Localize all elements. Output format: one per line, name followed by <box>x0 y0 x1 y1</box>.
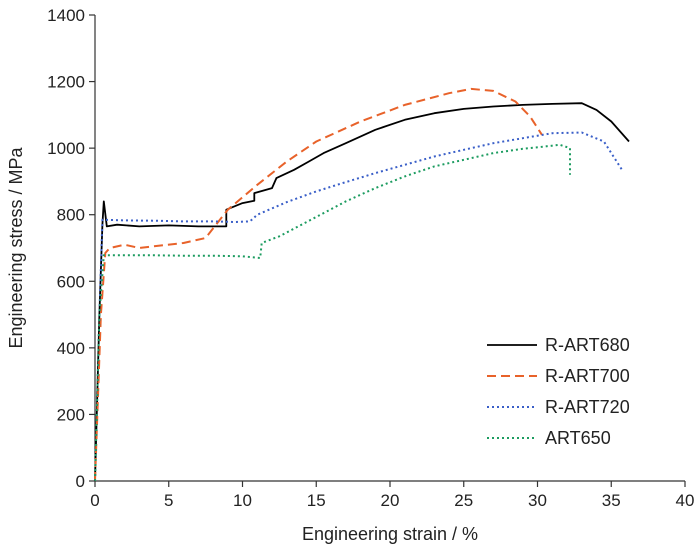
x-tick-label: 20 <box>381 491 400 510</box>
legend-label: R-ART700 <box>545 366 630 386</box>
x-tick-label: 0 <box>90 491 99 510</box>
y-tick-label: 1000 <box>47 139 85 158</box>
series-r-art700 <box>94 87 543 482</box>
x-tick-label: 40 <box>676 491 695 510</box>
axes-layer: 0 5 10 15 20 25 30 35 40020040060080010001200140… <box>47 6 694 510</box>
series-line <box>94 131 624 482</box>
legend-label: R-ART720 <box>545 397 630 417</box>
y-axis-title: Engineering stress / MPa <box>6 146 26 348</box>
legend-label: R-ART680 <box>545 335 630 355</box>
series-r-art680 <box>94 102 630 482</box>
series-line <box>94 143 571 482</box>
y-tick-label: 200 <box>57 405 85 424</box>
y-tick-label: 1400 <box>47 6 85 25</box>
series-line <box>94 102 630 482</box>
x-tick-label: 35 <box>602 491 621 510</box>
y-tick-label: 400 <box>57 339 85 358</box>
series-layer <box>94 87 630 482</box>
x-axis-title: Engineering strain / % <box>302 524 478 544</box>
legend-item: ART650 <box>487 428 611 448</box>
series-art650 <box>94 143 571 482</box>
y-tick-label: 1200 <box>47 73 85 92</box>
x-tick-label: 5 <box>164 491 173 510</box>
x-tick-label: 30 <box>528 491 547 510</box>
legend-item: R-ART700 <box>487 366 630 386</box>
series-r-art720 <box>94 131 624 482</box>
legend: R-ART680 R-ART700 R-ART720 ART650 <box>487 335 630 448</box>
legend-item: R-ART720 <box>487 397 630 417</box>
series-line <box>94 87 543 482</box>
y-tick-label: 600 <box>57 272 85 291</box>
x-tick-label: 15 <box>307 491 326 510</box>
y-tick-label: 0 <box>76 472 85 491</box>
legend-item: R-ART680 <box>487 335 630 355</box>
x-tick-label: 25 <box>454 491 473 510</box>
legend-label: ART650 <box>545 428 611 448</box>
x-tick-label: 10 <box>233 491 252 510</box>
y-tick-label: 800 <box>57 206 85 225</box>
